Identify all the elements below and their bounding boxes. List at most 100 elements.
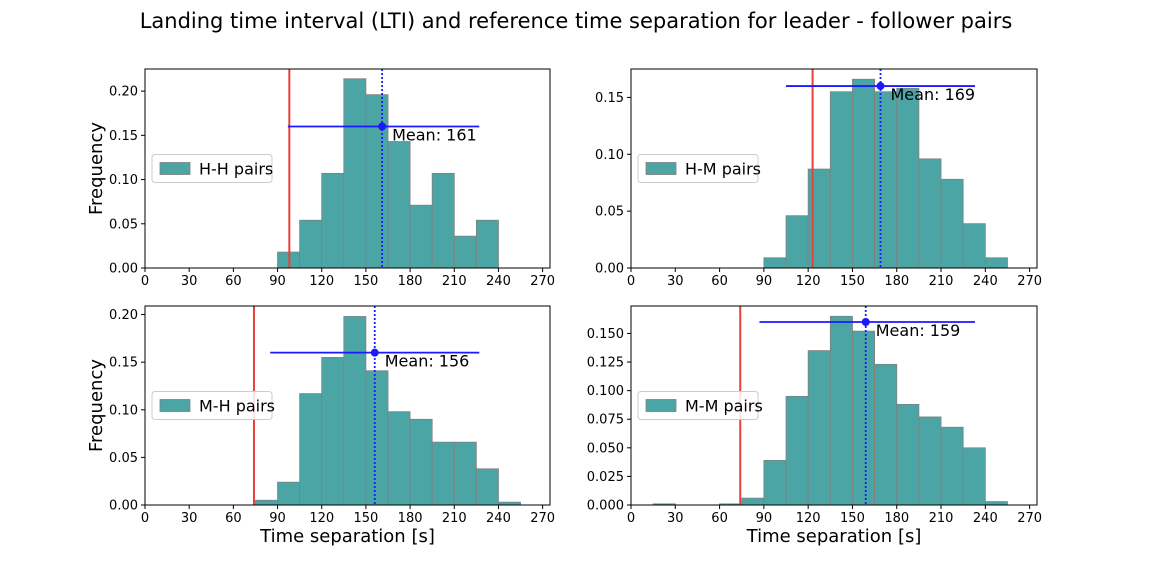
- x-tick-label: 210: [929, 511, 954, 526]
- histogram-bar: [984, 257, 1008, 269]
- axes-frame: [630, 68, 1038, 269]
- figure-title: Landing time interval (LTI) and referenc…: [140, 9, 1013, 33]
- x-tick-label: 60: [711, 274, 728, 289]
- y-tick-label: 0.025: [587, 470, 624, 485]
- y-tick-label: 0.20: [109, 85, 138, 100]
- mean-annotation: Mean: 156: [385, 352, 470, 371]
- x-tick-label: 30: [181, 274, 198, 289]
- chart-panel-top-right: Mean: 169 0 30 60 90 120 150 180 210 240 270 0.00 0.…: [595, 68, 1042, 289]
- histogram-bar: [387, 411, 411, 506]
- histogram-bar: [321, 357, 345, 506]
- x-tick-label: 150: [353, 511, 378, 526]
- x-tick-label: 240: [973, 274, 998, 289]
- histogram-bar: [785, 215, 809, 269]
- legend-swatch: [159, 162, 191, 175]
- histogram-bar: [365, 370, 389, 506]
- histogram-bar: [475, 219, 499, 269]
- histogram-bar: [277, 481, 301, 506]
- y-axis-label: Frequency: [86, 122, 107, 215]
- histogram-bar: [343, 316, 367, 506]
- y-tick-label: 0.125: [587, 356, 624, 371]
- mean-marker: [861, 318, 870, 327]
- x-tick-label: 270: [1017, 511, 1042, 526]
- x-tick-label: 270: [530, 511, 555, 526]
- x-tick-label: 60: [711, 511, 728, 526]
- histogram-bar: [940, 426, 964, 506]
- histogram-bar: [940, 178, 964, 269]
- mean-annotation: Mean: 161: [392, 125, 477, 144]
- legend: H-M pairs: [637, 154, 761, 183]
- histogram-bar: [807, 350, 831, 506]
- legend-box: [637, 154, 759, 183]
- y-tick-label: 0.15: [109, 356, 138, 371]
- histogram-bar: [896, 403, 920, 506]
- x-tick-label: 150: [353, 274, 378, 289]
- histogram-bar: [453, 441, 477, 506]
- histogram-bar: [475, 468, 499, 506]
- y-tick-label: 0.10: [109, 403, 138, 418]
- legend-swatch: [645, 162, 677, 175]
- x-axis-label: Time separation [s]: [259, 526, 435, 547]
- mean-marker: [378, 122, 387, 131]
- x-tick-label: 180: [884, 511, 909, 526]
- x-tick-label: 210: [929, 274, 954, 289]
- y-tick-label: 0.00: [595, 262, 624, 277]
- histogram-bar: [431, 172, 455, 269]
- histogram-bar: [874, 91, 898, 269]
- x-tick-label: 270: [530, 274, 555, 289]
- x-tick-label: 0: [141, 274, 149, 289]
- x-tick-label: 120: [309, 274, 334, 289]
- y-tick-label: 0.15: [109, 129, 138, 144]
- y-tick-label: 0.00: [109, 262, 138, 277]
- histogram-bar: [785, 395, 809, 506]
- legend-label: H-H pairs: [199, 160, 273, 179]
- histogram-bar: [852, 330, 875, 506]
- histogram-bar: [299, 393, 323, 506]
- x-tick-label: 90: [756, 274, 773, 289]
- legend-label: H-M pairs: [685, 160, 761, 179]
- mean-annotation: Mean: 159: [876, 321, 961, 340]
- x-tick-label: 60: [225, 274, 242, 289]
- chart-panel-bottom-right: Mean: 159 0 30 60 90 120 150 180 210 240 270 0.000 0…: [587, 305, 1042, 547]
- histogram-bar: [918, 158, 942, 269]
- histogram-bar: [741, 497, 765, 506]
- axes-frame: [144, 305, 551, 506]
- histogram-bar: [918, 416, 942, 506]
- histogram-bar: [299, 219, 323, 269]
- y-tick-label: 0.20: [109, 308, 138, 323]
- histogram-bar: [829, 315, 853, 506]
- histogram-bar: [453, 235, 477, 269]
- histogram-bar: [874, 363, 898, 506]
- histogram-bar: [807, 168, 831, 269]
- x-tick-label: 0: [627, 511, 635, 526]
- chart-panel-top-left: Mean: 161 0 30 60 90 120 150 180 210 240 270 0.00 0.…: [86, 68, 555, 289]
- mean-marker: [370, 348, 379, 357]
- x-tick-label: 0: [141, 511, 149, 526]
- x-tick-label: 180: [398, 274, 423, 289]
- histogram-bar: [409, 204, 433, 269]
- histogram-bar: [321, 172, 345, 269]
- legend-box: [151, 391, 273, 420]
- histogram-bar: [962, 447, 986, 506]
- x-axis-label: Time separation [s]: [746, 526, 922, 547]
- y-axis-label: Frequency: [86, 359, 107, 452]
- x-tick-label: 240: [486, 274, 511, 289]
- histogram-bar: [431, 441, 455, 506]
- legend-swatch: [645, 399, 677, 412]
- y-tick-label: 0.00: [109, 499, 138, 514]
- y-tick-label: 0.100: [587, 384, 624, 399]
- y-tick-label: 0.05: [109, 451, 138, 466]
- histogram-bar: [896, 87, 920, 269]
- histogram-bar: [409, 418, 433, 506]
- axes-frame: [630, 305, 1038, 506]
- x-tick-label: 0: [627, 274, 635, 289]
- chart-panel-bottom-left: Mean: 156 0 30 60 90 120 150 180 210 240 270 0.00 0.…: [86, 305, 555, 547]
- histogram-bar: [984, 501, 1008, 506]
- x-tick-label: 180: [884, 274, 909, 289]
- x-tick-label: 210: [442, 511, 467, 526]
- x-tick-label: 60: [225, 511, 242, 526]
- legend-label: M-M pairs: [685, 397, 763, 416]
- x-tick-label: 240: [486, 511, 511, 526]
- legend-box: [151, 154, 273, 183]
- histogram-bar: [829, 91, 853, 269]
